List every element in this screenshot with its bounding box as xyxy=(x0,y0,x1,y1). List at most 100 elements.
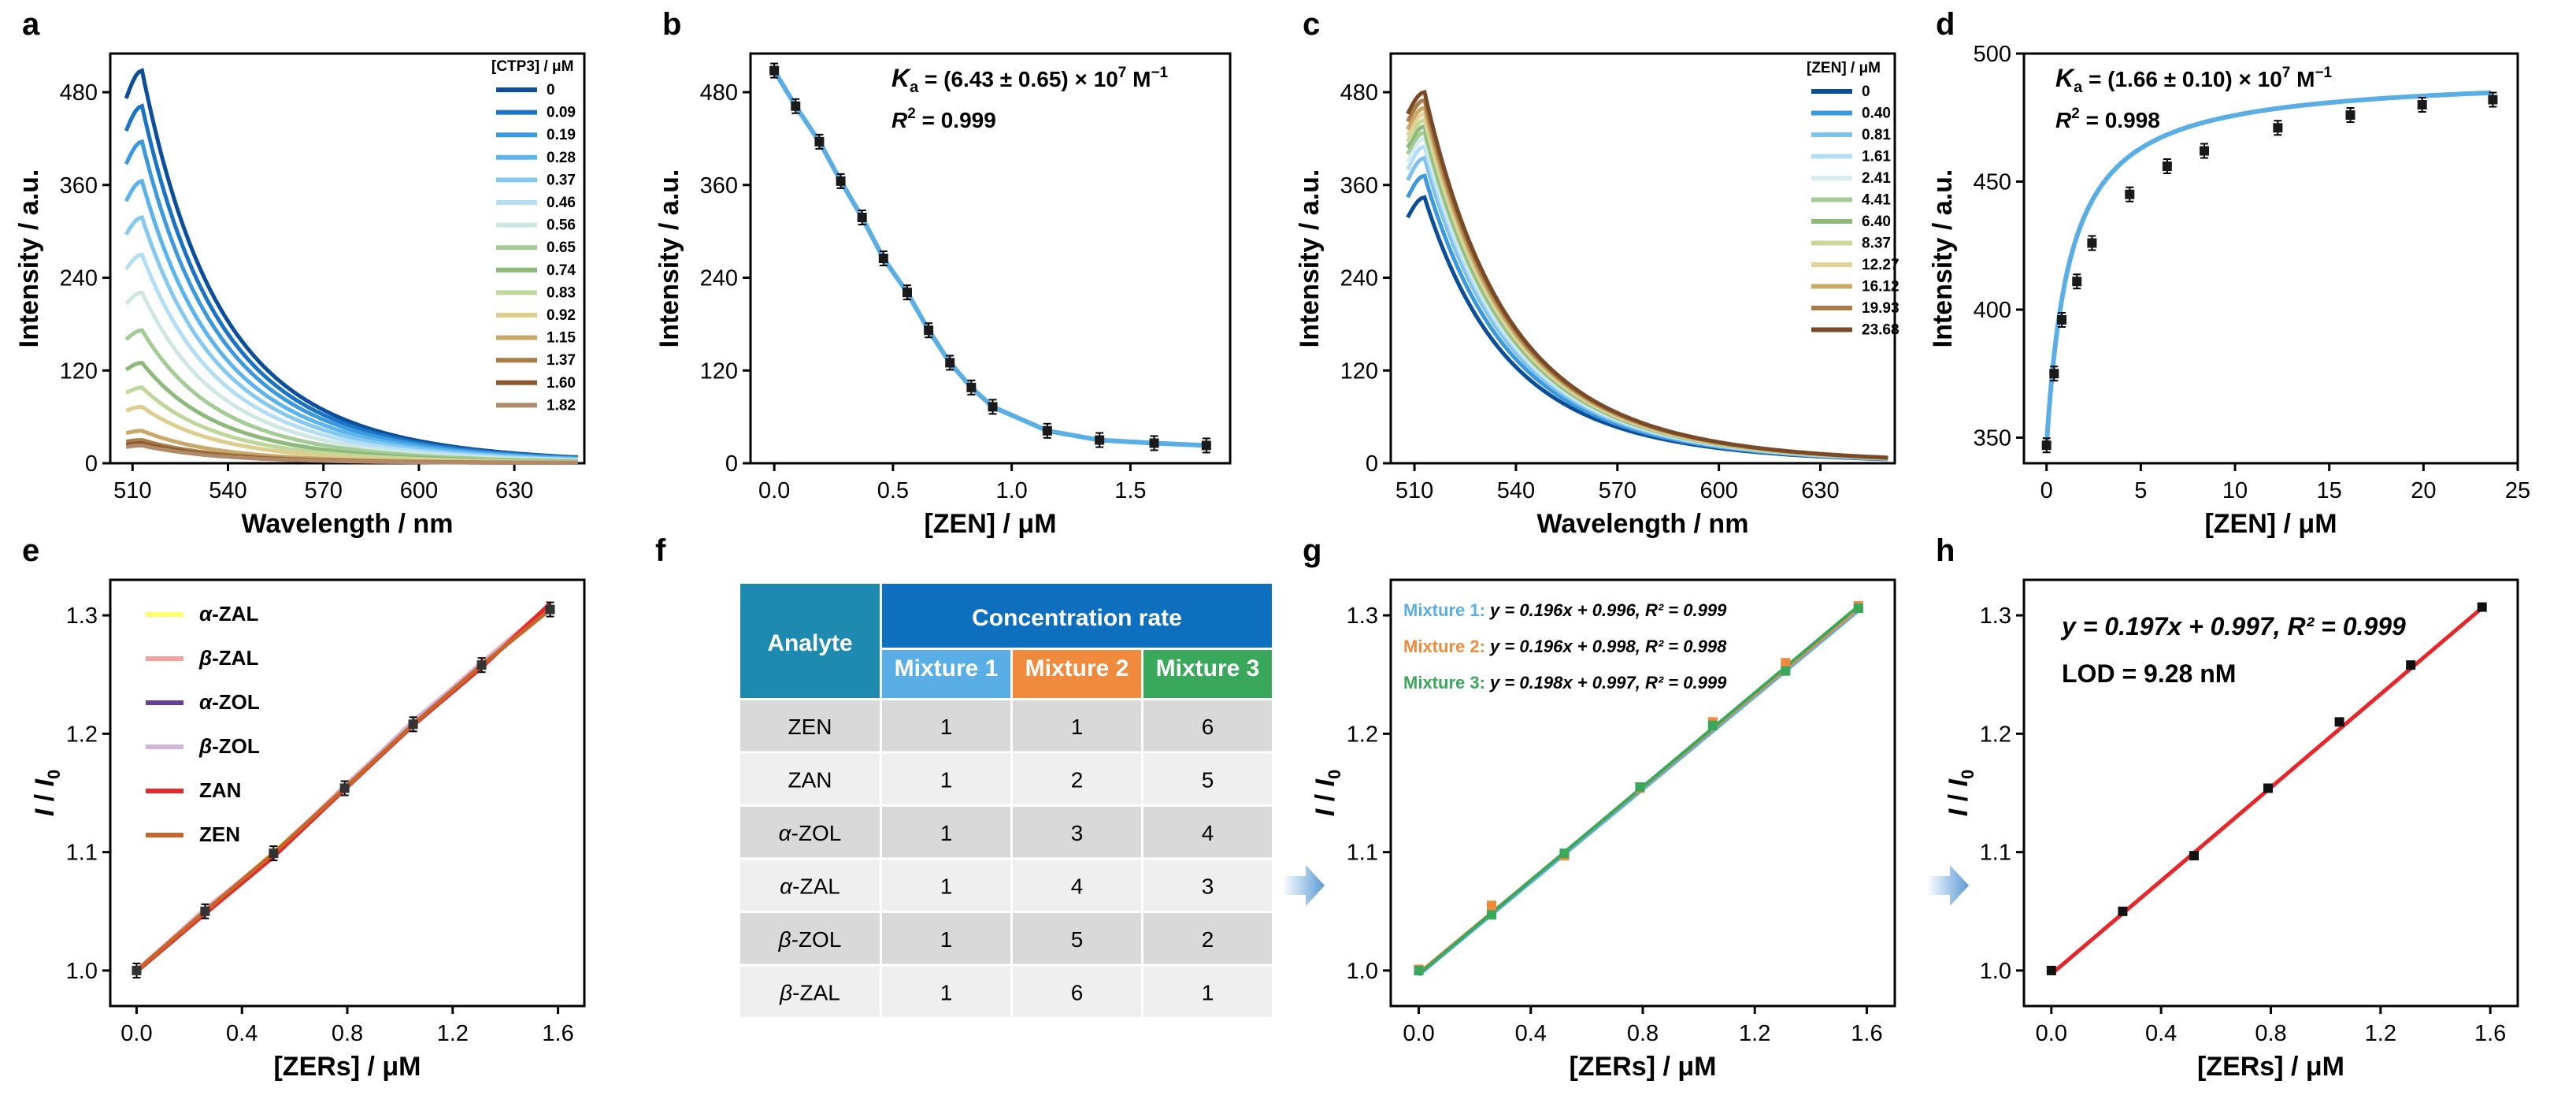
legend-entry: β-ZOL xyxy=(198,734,260,758)
r2-annotation: R2 = 0.998 xyxy=(2055,106,2160,132)
data-point xyxy=(1095,435,1105,445)
data-point xyxy=(769,65,780,76)
legend-entry: 0 xyxy=(1862,84,1870,100)
table-analyte: α-ZOL xyxy=(779,821,842,845)
legend-entry: 19.93 xyxy=(1862,300,1900,317)
legend-entry: 0.46 xyxy=(547,195,576,211)
data-point xyxy=(2273,123,2283,133)
data-point xyxy=(836,176,846,186)
table-cell-value: 6 xyxy=(1071,981,1084,1005)
y-tick-label: 480 xyxy=(60,80,98,106)
table-cell xyxy=(1013,966,1141,1017)
y-tick-label: 1.0 xyxy=(66,959,98,984)
lod-value: LOD = 9.28 nM xyxy=(2062,659,2236,688)
ka-unit-exponent: −1 xyxy=(1151,65,1168,81)
table-column-label: Mixture 1 xyxy=(895,655,999,681)
table-analyte-name: -ZAL xyxy=(792,981,840,1005)
table-cell-value: 6 xyxy=(1202,715,1214,739)
data-point xyxy=(1781,658,1791,668)
legend-entry: α-ZOL xyxy=(199,690,260,714)
table-header-cell xyxy=(740,584,880,698)
table-group-header xyxy=(882,584,1272,648)
panel-c: 510 540 570 600 630 0 120 240 360 480 Wavelength /… xyxy=(1295,7,1900,539)
data-point xyxy=(476,660,487,670)
y-axis-title: Intensity / a.u. xyxy=(1928,169,1958,348)
data-point xyxy=(339,783,350,793)
table-cell xyxy=(1013,913,1141,964)
table-cell-value: 4 xyxy=(1202,821,1214,845)
x-axis-title: Wavelength / nm xyxy=(242,509,454,539)
data-point xyxy=(2345,110,2355,120)
y-tick-label: 1.0 xyxy=(1347,959,1378,984)
ka-annotation: Ka = (1.66 ± 0.10) × 107 M−1 xyxy=(2055,64,2333,96)
table-cell-value: 3 xyxy=(1202,874,1214,899)
y-axis-title-main: I xyxy=(1310,808,1340,816)
x-axis-title: Wavelength / nm xyxy=(1537,509,1749,539)
table-cell xyxy=(1013,860,1141,911)
table-header-analyte: Analyte xyxy=(767,630,852,656)
y-axis-title: Intensity / a.u. xyxy=(1295,169,1325,348)
table-analyte-prefix: α xyxy=(780,874,793,899)
table-header-group: Concentration rate xyxy=(972,605,1182,631)
spectrum-line xyxy=(1406,173,1888,461)
table-cell-value: 1 xyxy=(1202,981,1214,1005)
panel-letter: f xyxy=(655,533,666,568)
x-tick-label: 1.6 xyxy=(1851,1021,1882,1046)
x-tick-label: 600 xyxy=(400,478,438,503)
table-cell-value: 1 xyxy=(940,715,953,739)
x-tick-label: 0.8 xyxy=(332,1021,363,1046)
legend-entry: 4.41 xyxy=(1862,192,1891,209)
table-cell-value: 5 xyxy=(1071,927,1084,952)
flow-arrow xyxy=(1282,865,1325,906)
legend-entry: β-ZAL xyxy=(198,646,258,670)
legend-entry: 0.37 xyxy=(547,172,576,188)
x-tick-label: 1.2 xyxy=(437,1021,469,1046)
table-cell-value: 1 xyxy=(940,927,953,952)
table-analyte-name: -ZOL xyxy=(791,927,842,952)
data-point xyxy=(269,848,279,859)
y-axis-title-sep: / xyxy=(1310,786,1340,808)
ka-unit: M xyxy=(2290,67,2315,91)
x-tick-label: 540 xyxy=(209,478,246,503)
x-tick-label: 570 xyxy=(1599,478,1636,503)
legend-entry-prefix: α xyxy=(199,690,213,714)
r2-value: = 0.999 xyxy=(916,108,996,132)
y-tick-label: 1.1 xyxy=(66,841,98,866)
legend-entry: 0.56 xyxy=(547,217,576,234)
y-tick-label: 0 xyxy=(725,451,738,477)
y-axis-title-main: I xyxy=(1944,808,1974,816)
data-point xyxy=(2049,369,2059,379)
mixture-equation: Mixture 2: y = 0.196x + 0.998, R² = 0.99… xyxy=(1403,637,1727,656)
mixture-label: Mixture 3: xyxy=(1403,673,1485,692)
table-row-header xyxy=(740,860,880,911)
y-tick-label: 1.0 xyxy=(1980,959,2011,984)
data-point xyxy=(2417,100,2427,110)
ka-value: = (1.66 ± 0.10) × 10 xyxy=(2082,67,2282,91)
x-tick-label: 630 xyxy=(1801,478,1839,503)
panel-e: 0.0 0.4 0.8 1.2 1.6 1.0 1.1 1.2 1.3 [ZERs] / μM I … xyxy=(22,533,586,1082)
y-tick-label: 480 xyxy=(1340,80,1378,106)
legend-entry: 1.15 xyxy=(547,330,576,347)
data-point xyxy=(2046,965,2056,975)
table-analyte-name: ZEN xyxy=(788,715,832,739)
data-point xyxy=(857,213,867,222)
y-tick-label: 0 xyxy=(1366,451,1378,477)
legend-entry-name: -ZOL xyxy=(212,690,260,714)
table-column-label: Mixture 3 xyxy=(1156,655,1260,681)
x-tick-label: 540 xyxy=(1497,478,1535,503)
plot-frame xyxy=(749,52,1232,465)
table-cell-value: 1 xyxy=(940,874,953,899)
table-analyte-name: -ZOL xyxy=(791,821,842,845)
data-point xyxy=(2118,906,2128,916)
legend-entry: 23.68 xyxy=(1862,322,1900,339)
x-tick-label: 1.6 xyxy=(542,1021,573,1046)
x-tick-label: 1.5 xyxy=(1114,478,1146,503)
table-cell xyxy=(1143,913,1272,964)
data-point xyxy=(966,382,977,392)
x-tick-label: 0.4 xyxy=(2145,1021,2177,1046)
table-cell xyxy=(1143,860,1272,911)
table-cell-value: 1 xyxy=(940,821,953,845)
table-row-header xyxy=(740,807,880,858)
x-tick-label: 1.0 xyxy=(995,478,1027,503)
table-cell-value: 3 xyxy=(1071,821,1084,845)
